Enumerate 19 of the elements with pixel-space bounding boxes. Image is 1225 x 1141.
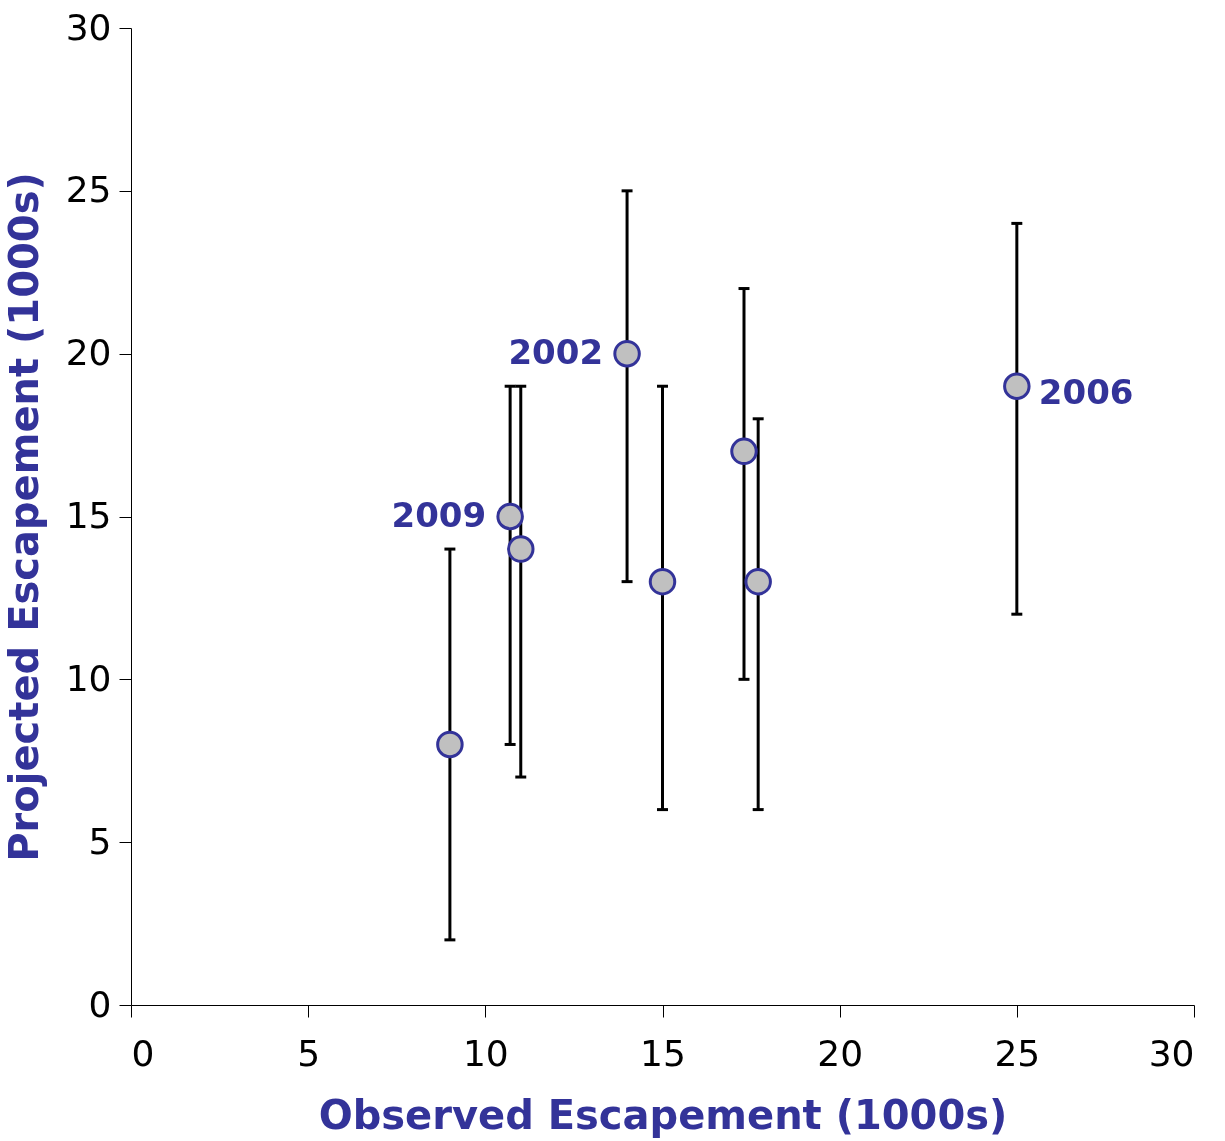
x-tick-label: 10 [462,1032,509,1074]
annotation: 2009 [391,494,487,535]
y-tick-label: 25 [65,169,112,211]
annotation: 2002 [508,331,604,372]
y-tick-label: 20 [65,332,112,374]
x-tick-label: 25 [994,1032,1041,1074]
x-axis-title: Observed Escapement (1000s) [318,1091,1008,1138]
x-tick-label: 20 [817,1032,864,1074]
y-axis-title: Projected Escapement (1000s) [0,172,47,862]
y-tick-label: 0 [88,983,112,1025]
x-tick-label: 0 [131,1032,155,1074]
y-tick-label: 30 [65,6,112,48]
annotation: 2006 [1038,372,1134,413]
y-tick-label: 5 [88,820,112,862]
y-tick-label: 10 [65,657,112,699]
x-tick-label: 15 [640,1032,686,1074]
x-tick-label: 5 [297,1032,321,1074]
x-tick-label: 30 [1148,1032,1195,1074]
y-tick-label: 15 [65,495,112,536]
